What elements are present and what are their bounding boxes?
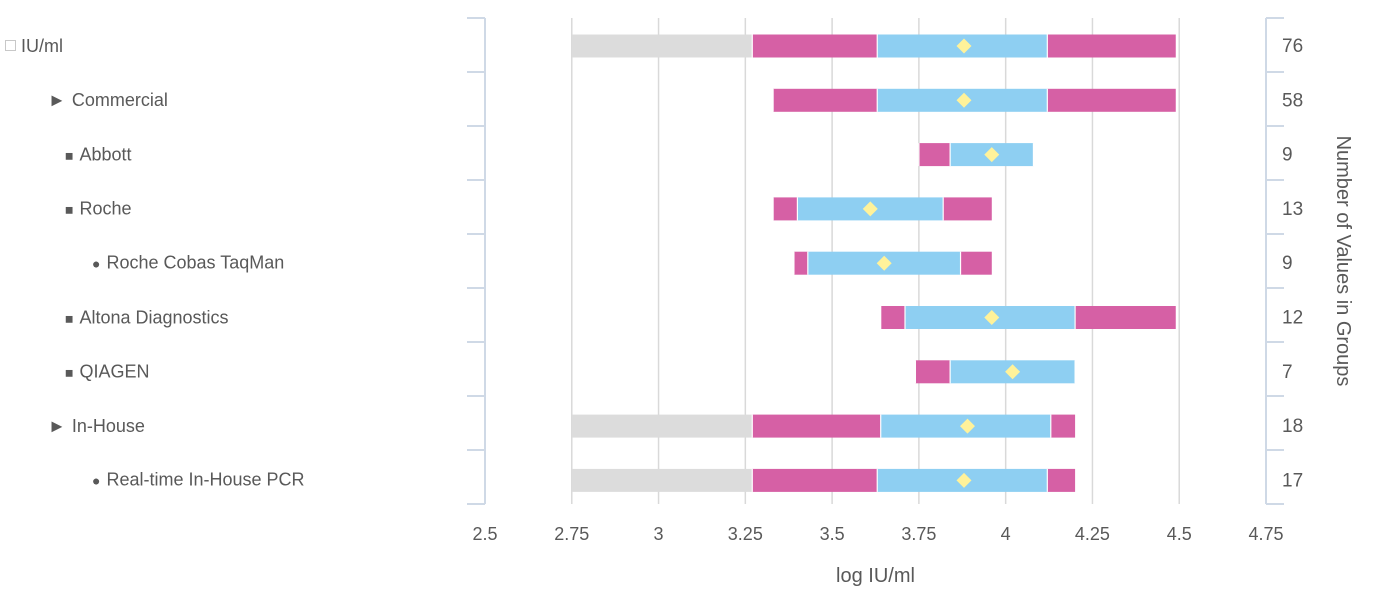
- mean-marker: [1005, 364, 1021, 380]
- bar-lower-range: [880, 306, 906, 329]
- expand-arrow-icon: ►: [48, 416, 66, 437]
- row-label[interactable]: IU/ml: [5, 36, 63, 56]
- x-tick-label: 4.75: [1248, 524, 1283, 544]
- bar-upper-range: [1075, 306, 1176, 329]
- dot-bullet-icon: ●: [92, 472, 101, 489]
- square-bullet-icon: ■: [65, 310, 74, 326]
- x-axis-title: log IU/ml: [836, 565, 915, 587]
- mean-marker: [984, 310, 1000, 325]
- count-label: 18: [1282, 416, 1303, 437]
- row-label-text: QIAGEN: [79, 361, 150, 382]
- row-label[interactable]: ■ Altona Diagnostics: [65, 307, 229, 328]
- square-bullet-icon: ■: [65, 364, 74, 381]
- row-label[interactable]: ■ QIAGEN: [65, 361, 149, 382]
- bar-lower-range: [752, 468, 878, 492]
- row-label-text: Roche: [79, 198, 132, 219]
- row-label[interactable]: ■ Roche: [65, 198, 132, 219]
- secondary-axis-title: Number of Values in Groups: [1332, 136, 1354, 387]
- mean-marker: [959, 418, 975, 434]
- count-label: 17: [1282, 470, 1303, 491]
- row-label[interactable]: ■ Abbott: [65, 144, 132, 165]
- row-label[interactable]: ● Roche Cobas TaqMan: [92, 253, 284, 274]
- x-tick-label: 3.75: [901, 524, 936, 544]
- bar-upper-range: [943, 197, 992, 221]
- bar-upper-range: [1047, 88, 1176, 112]
- bar-lower-range: [752, 34, 878, 58]
- row-label-text: IU/ml: [21, 36, 63, 56]
- x-tick-label: 2.75: [554, 524, 589, 544]
- bar-upper-range: [1050, 414, 1076, 438]
- x-tick-label: 3: [654, 524, 664, 544]
- bar-low-tail: [571, 34, 753, 58]
- bar-low-tail: [571, 468, 753, 492]
- bar-lower-range: [773, 88, 878, 112]
- mean-marker: [956, 472, 972, 488]
- checkbox-icon: [5, 39, 16, 51]
- count-label: 76: [1282, 36, 1303, 57]
- x-tick-label: 3.5: [820, 524, 845, 544]
- bar-upper-range: [1047, 34, 1176, 58]
- row-label-text: In-House: [71, 416, 145, 437]
- x-tick-label: 4.5: [1167, 524, 1192, 544]
- bar-lower-range: [773, 197, 798, 221]
- mean-marker: [876, 255, 892, 271]
- bar-lower-range: [752, 414, 881, 438]
- row-label-text: Commercial: [71, 90, 168, 111]
- bar-lower-range: [918, 143, 951, 167]
- mean-marker: [956, 92, 972, 108]
- x-tick-label: 3.25: [728, 524, 763, 544]
- bar-upper-range: [1047, 468, 1076, 492]
- mean-marker: [984, 147, 1000, 163]
- x-tick-label: 2.5: [472, 524, 497, 544]
- bar-low-tail: [571, 414, 753, 438]
- row-label[interactable]: ● Real-time In-House PCR: [92, 470, 305, 491]
- bar-upper-range: [960, 251, 992, 275]
- row-label-text: Abbott: [79, 144, 132, 165]
- count-label: 58: [1282, 90, 1303, 111]
- row-label-text: Altona Diagnostics: [79, 307, 229, 327]
- mean-marker: [862, 201, 878, 217]
- row-label-text: Roche Cobas TaqMan: [106, 252, 285, 273]
- count-label: 9: [1282, 253, 1293, 274]
- x-tick-label: 4.25: [1075, 524, 1110, 544]
- row-label-text: Real-time In-House PCR: [106, 469, 305, 490]
- dot-bullet-icon: ●: [92, 255, 101, 272]
- square-bullet-icon: ■: [65, 147, 74, 164]
- expand-arrow-icon: ►: [48, 90, 66, 111]
- x-tick-label: 4: [1001, 524, 1011, 544]
- bar-lower-range: [793, 251, 808, 275]
- square-bullet-icon: ■: [65, 201, 74, 218]
- count-label: 12: [1282, 308, 1303, 329]
- count-label: 13: [1282, 199, 1303, 220]
- bar-lower-range: [915, 360, 951, 384]
- count-label: 7: [1282, 362, 1293, 383]
- count-label: 9: [1282, 145, 1293, 166]
- mean-marker: [956, 38, 972, 54]
- row-label[interactable]: ► Commercial: [48, 90, 168, 110]
- row-label[interactable]: ► In-House: [48, 416, 145, 436]
